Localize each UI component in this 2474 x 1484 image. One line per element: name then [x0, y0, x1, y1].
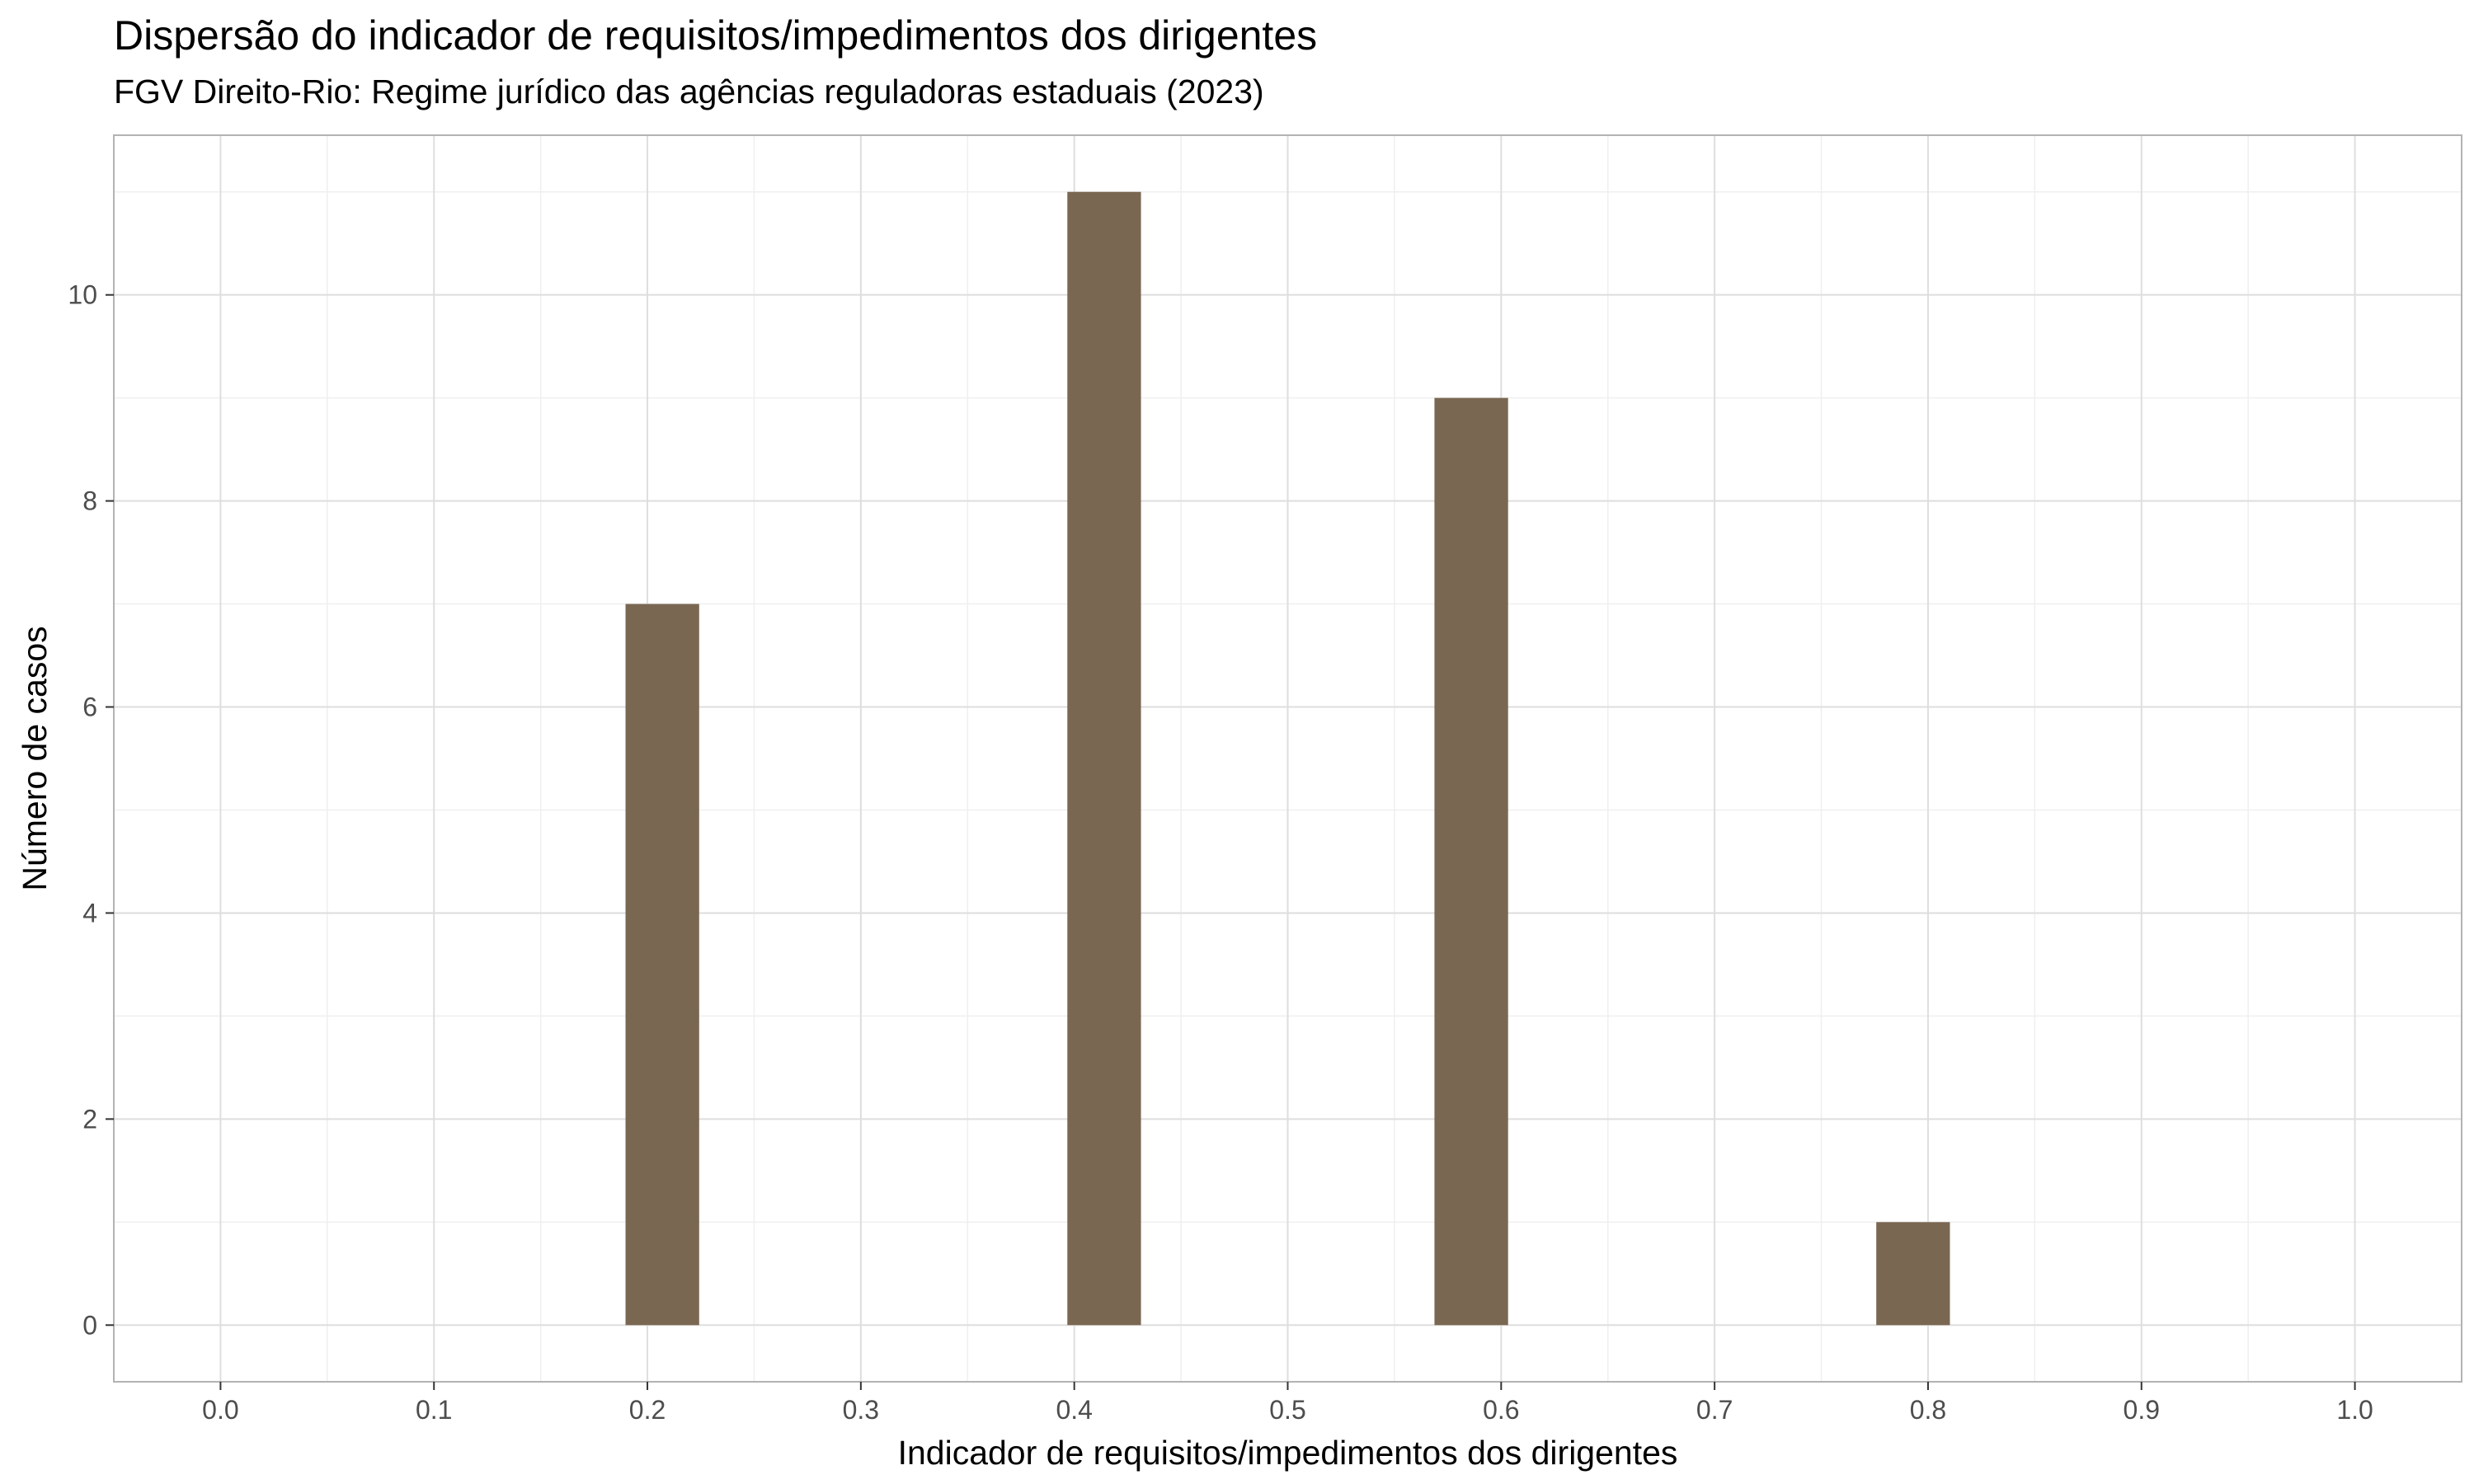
y-tick-label: 10 [68, 280, 97, 310]
chart-title: Dispersão do indicador de requisitos/imp… [114, 12, 1318, 59]
major-gridlines [114, 135, 2462, 1382]
x-tick-label: 0.2 [629, 1395, 666, 1425]
x-axis-title: Indicador de requisitos/impedimentos dos… [898, 1434, 1678, 1472]
x-tick-label: 0.9 [2124, 1395, 2160, 1425]
x-axis-ticks: 0.0 0.1 0.2 0.3 0.4 0.5 0.6 0.7 0.8 0.9 1.0 [202, 1382, 2373, 1425]
bar [1067, 191, 1141, 1326]
x-tick-label: 0.8 [1910, 1395, 1946, 1425]
x-tick-label: 1.0 [2336, 1395, 2373, 1425]
x-tick-label: 0.3 [843, 1395, 879, 1425]
x-tick-label: 0.1 [416, 1395, 452, 1425]
x-tick-label: 0.6 [1483, 1395, 1519, 1425]
x-tick-label: 0.0 [202, 1395, 238, 1425]
bar [625, 603, 699, 1326]
bars [625, 191, 1950, 1326]
x-tick-label: 0.4 [1056, 1395, 1092, 1425]
y-tick-label: 2 [82, 1104, 97, 1134]
chart-subtitle: FGV Direito-Rio: Regime jurídico das agê… [114, 73, 1264, 110]
x-tick-label: 0.7 [1696, 1395, 1733, 1425]
bar [1876, 1222, 1950, 1326]
y-tick-label: 8 [82, 486, 97, 516]
y-tick-label: 0 [82, 1310, 97, 1340]
y-tick-label: 4 [82, 898, 97, 928]
y-tick-label: 6 [82, 693, 97, 722]
y-axis-title: Número de casos [16, 626, 54, 890]
y-axis-ticks: 0 2 4 6 8 10 [68, 280, 114, 1340]
x-tick-label: 0.5 [1269, 1395, 1305, 1425]
bar [1434, 397, 1508, 1326]
